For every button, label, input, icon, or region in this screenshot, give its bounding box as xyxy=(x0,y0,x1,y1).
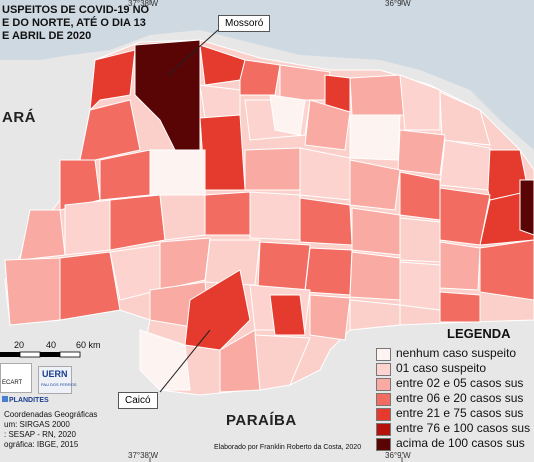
state-label-ceara: ARÁ xyxy=(2,109,36,126)
mossoro-leader-line xyxy=(167,29,219,76)
coord-top-right: 36°9'W xyxy=(385,0,411,8)
legend-swatch xyxy=(376,348,391,361)
coord-bottom-right: 36°9'W xyxy=(385,451,411,460)
legend-swatch xyxy=(376,408,391,421)
coord-top-left: 37°38'W xyxy=(128,0,159,8)
legend-label: nenhum caso suspeito xyxy=(396,346,517,360)
legend-label: entre 02 e 05 casos sus xyxy=(396,376,524,390)
credit-line-3: : SESAP - RN, 2020 xyxy=(4,430,76,439)
caico-municipality xyxy=(184,269,251,351)
map-title-line-1: USPEITOS DE COVID-19 NO xyxy=(2,4,150,16)
legend-label: entre 76 e 100 casos sus xyxy=(396,421,531,435)
author-credit: Elaborado por Franklin Roberto da Costa,… xyxy=(214,444,362,451)
legend-label: acima de 100 casos sus xyxy=(396,436,525,450)
legend-swatch xyxy=(376,378,391,391)
legend-swatch xyxy=(376,363,391,376)
map-title-line-2: E DO NORTE, ATÉ O DIA 13 xyxy=(2,17,146,29)
sea-area xyxy=(0,0,534,150)
legend-label: entre 06 e 20 casos sus xyxy=(396,391,524,405)
scale-tick-20: 20 xyxy=(14,340,25,350)
legend-swatch xyxy=(376,393,391,406)
callout-mossoro: Mossoró xyxy=(218,15,271,32)
legend-swatch xyxy=(376,438,391,451)
coord-bottom-left: 37°38'W xyxy=(128,451,159,460)
legend-title: LEGENDA xyxy=(447,326,511,341)
scale-tick-40: 40 xyxy=(46,340,57,350)
scale-bar xyxy=(0,351,81,358)
callout-caico: Caicó xyxy=(118,392,158,409)
legend-label: 01 caso suspeito xyxy=(396,361,487,375)
map-title-line-3: E ABRIL DE 2020 xyxy=(2,30,92,42)
ecart-logo: ECART xyxy=(0,363,32,393)
plandites-logo: PLANDITES xyxy=(2,396,49,404)
credit-line-4: ográfica: IBGE, 2015 xyxy=(4,440,79,449)
legend-label: entre 21 e 75 casos sus xyxy=(396,406,524,420)
credit-line-2: um: SIRGAS 2000 xyxy=(4,420,70,429)
credit-line-1: Coordenadas Geográficas xyxy=(4,410,98,419)
scale-tick-60: 60 km xyxy=(76,340,101,350)
uern-logo: UERN PAU DOS FERROS xyxy=(38,366,77,394)
natal-municipality xyxy=(519,179,534,236)
state-label-paraiba: PARAÍBA xyxy=(226,412,297,429)
legend-swatch xyxy=(376,423,391,436)
caico-leader-line xyxy=(159,329,211,393)
